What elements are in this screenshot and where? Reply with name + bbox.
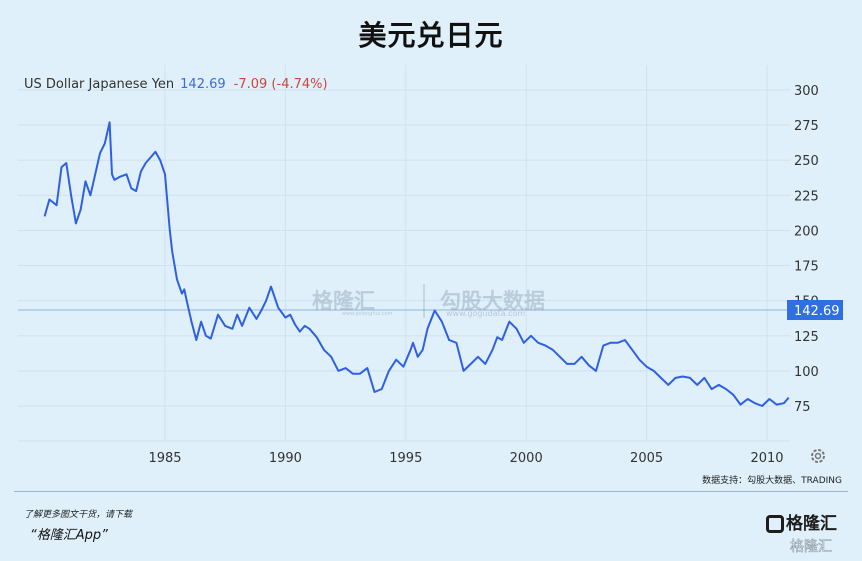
- y-tick-label: 125: [794, 330, 819, 345]
- grid: [18, 65, 790, 441]
- y-tick-label: 100: [794, 365, 819, 380]
- watermark-logo-url: www.gelonghui.com: [342, 311, 393, 317]
- x-tick-label: 1995: [389, 451, 422, 466]
- watermark-text: 勾股大数据: [440, 289, 545, 313]
- gear-icon[interactable]: [811, 449, 825, 463]
- legend-change: -7.09 (-4.74%): [233, 77, 328, 92]
- y-axis: 75100125150175200225250275300: [794, 84, 819, 415]
- series-line: [43, 121, 790, 407]
- download-prompt: 了解更多图文干货，请下载: [24, 510, 133, 520]
- watermark-logo: 格隆汇: [312, 289, 375, 313]
- watermark-text-url: www.gogudata.com: [446, 309, 526, 318]
- y-tick-label: 175: [794, 260, 819, 275]
- brand-logo: 格隆汇: [766, 509, 837, 534]
- divider: [14, 491, 848, 492]
- y-tick-label: 250: [794, 154, 819, 169]
- logo-icon: [766, 515, 784, 533]
- source-note: 数据支持：勾股大数据、TRADING: [702, 476, 842, 486]
- x-tick-label: 2000: [510, 451, 543, 466]
- x-tick-label: 1985: [148, 451, 181, 466]
- x-axis: 1985 1990 1995 2000 2005 2010: [148, 451, 783, 466]
- y-tick-label: 200: [794, 224, 819, 239]
- y-tick-label: 75: [794, 400, 811, 415]
- x-tick-label: 2010: [750, 451, 783, 466]
- brand-logo-outline: 格隆汇: [790, 539, 833, 556]
- legend-price: 142.69: [180, 77, 226, 92]
- y-tick-label: 225: [794, 189, 819, 204]
- legend: US Dollar Japanese Yen 142.69 -7.09 (-4.74…: [24, 77, 328, 92]
- x-tick-label: 1990: [269, 451, 302, 466]
- watermark-divider: [423, 284, 425, 318]
- legend-series-name: US Dollar Japanese Yen: [24, 77, 175, 92]
- brand-logo-text: 格隆汇: [786, 514, 837, 534]
- price-tag: [787, 300, 843, 320]
- y-tick-label: 300: [794, 84, 819, 99]
- y-tick-label: 275: [794, 119, 819, 134]
- price-tag-label: 142.69: [794, 304, 840, 319]
- page-title: 美元兑日元: [358, 19, 504, 52]
- app-name: “格隆汇App”: [30, 528, 108, 543]
- x-tick-label: 2005: [630, 451, 663, 466]
